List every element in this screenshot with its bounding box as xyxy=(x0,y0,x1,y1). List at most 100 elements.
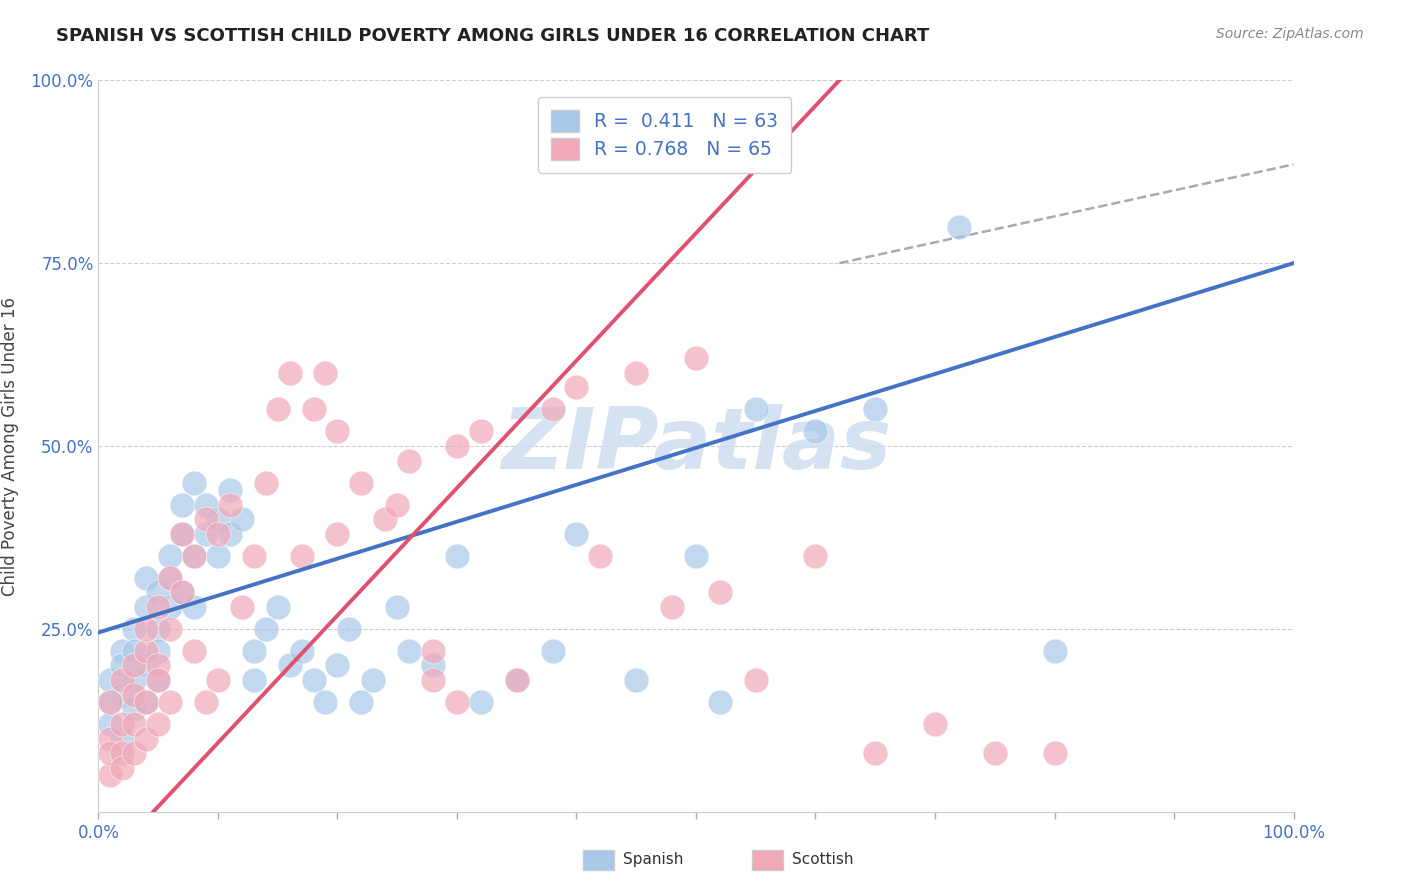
Point xyxy=(124,746,146,760)
Point xyxy=(135,658,157,673)
Point xyxy=(709,585,731,599)
Point xyxy=(804,425,827,439)
Point xyxy=(98,717,122,731)
Point xyxy=(865,746,887,760)
Point xyxy=(219,526,242,541)
Point xyxy=(398,644,420,658)
Point xyxy=(745,673,768,687)
Point xyxy=(124,688,146,702)
Point xyxy=(685,351,707,366)
Bar xyxy=(752,850,783,870)
Text: Scottish: Scottish xyxy=(792,853,853,867)
Text: Spanish: Spanish xyxy=(623,853,683,867)
Point xyxy=(385,498,409,512)
Point xyxy=(111,761,134,775)
Point xyxy=(207,512,229,526)
Point xyxy=(124,717,146,731)
Point xyxy=(398,453,420,467)
Point xyxy=(98,746,122,760)
Point xyxy=(924,717,946,731)
Point xyxy=(183,549,205,563)
Point xyxy=(745,402,768,417)
Point xyxy=(111,673,134,687)
Point xyxy=(111,746,134,760)
Point xyxy=(243,644,266,658)
Point xyxy=(278,366,301,380)
Point xyxy=(315,366,337,380)
Point xyxy=(207,673,229,687)
Point xyxy=(98,673,122,687)
Point xyxy=(195,498,218,512)
Point xyxy=(98,731,122,746)
Point xyxy=(422,673,444,687)
Text: ZIPatlas: ZIPatlas xyxy=(501,404,891,488)
Point xyxy=(506,673,529,687)
Point xyxy=(470,425,492,439)
Point xyxy=(661,599,683,614)
Point xyxy=(541,402,564,417)
Point xyxy=(446,695,468,709)
Point xyxy=(148,622,170,636)
Point xyxy=(422,658,444,673)
Point xyxy=(172,585,194,599)
Point xyxy=(135,695,157,709)
Point xyxy=(148,673,170,687)
Point xyxy=(172,526,194,541)
Text: SPANISH VS SCOTTISH CHILD POVERTY AMONG GIRLS UNDER 16 CORRELATION CHART: SPANISH VS SCOTTISH CHILD POVERTY AMONG … xyxy=(56,27,929,45)
Point xyxy=(111,731,134,746)
Point xyxy=(1043,644,1066,658)
Point xyxy=(148,673,170,687)
Point xyxy=(446,549,468,563)
Point xyxy=(326,658,349,673)
Point xyxy=(172,585,194,599)
Point xyxy=(148,599,170,614)
Point xyxy=(565,380,588,394)
Point xyxy=(291,549,314,563)
Point xyxy=(254,622,277,636)
Point xyxy=(172,526,194,541)
Point xyxy=(231,512,253,526)
Point xyxy=(159,571,181,585)
Point xyxy=(339,622,361,636)
Point xyxy=(98,695,122,709)
Point xyxy=(948,219,970,234)
Point xyxy=(111,644,134,658)
Point xyxy=(124,673,146,687)
Point xyxy=(183,644,205,658)
Point xyxy=(135,644,157,658)
Point xyxy=(326,425,349,439)
Point xyxy=(315,695,337,709)
Point xyxy=(374,512,396,526)
Point xyxy=(183,599,205,614)
Point xyxy=(124,622,146,636)
Point xyxy=(135,731,157,746)
Point xyxy=(159,695,181,709)
Point xyxy=(865,402,887,417)
Point xyxy=(98,695,122,709)
Point xyxy=(302,673,325,687)
Point xyxy=(111,658,134,673)
Point xyxy=(231,599,253,614)
Point xyxy=(135,599,157,614)
Point xyxy=(159,549,181,563)
Point xyxy=(541,644,564,658)
Point xyxy=(385,599,409,614)
Point xyxy=(124,658,146,673)
Point xyxy=(626,673,648,687)
Point xyxy=(159,622,181,636)
Bar xyxy=(583,850,614,870)
Point xyxy=(195,526,218,541)
Point xyxy=(148,658,170,673)
Point xyxy=(709,695,731,709)
Point xyxy=(219,498,242,512)
Point xyxy=(135,571,157,585)
Point xyxy=(159,599,181,614)
Point xyxy=(626,366,648,380)
Point xyxy=(172,498,194,512)
Point xyxy=(124,702,146,716)
Point xyxy=(278,658,301,673)
Point xyxy=(135,622,157,636)
Point xyxy=(243,673,266,687)
Point xyxy=(135,695,157,709)
Point xyxy=(326,526,349,541)
